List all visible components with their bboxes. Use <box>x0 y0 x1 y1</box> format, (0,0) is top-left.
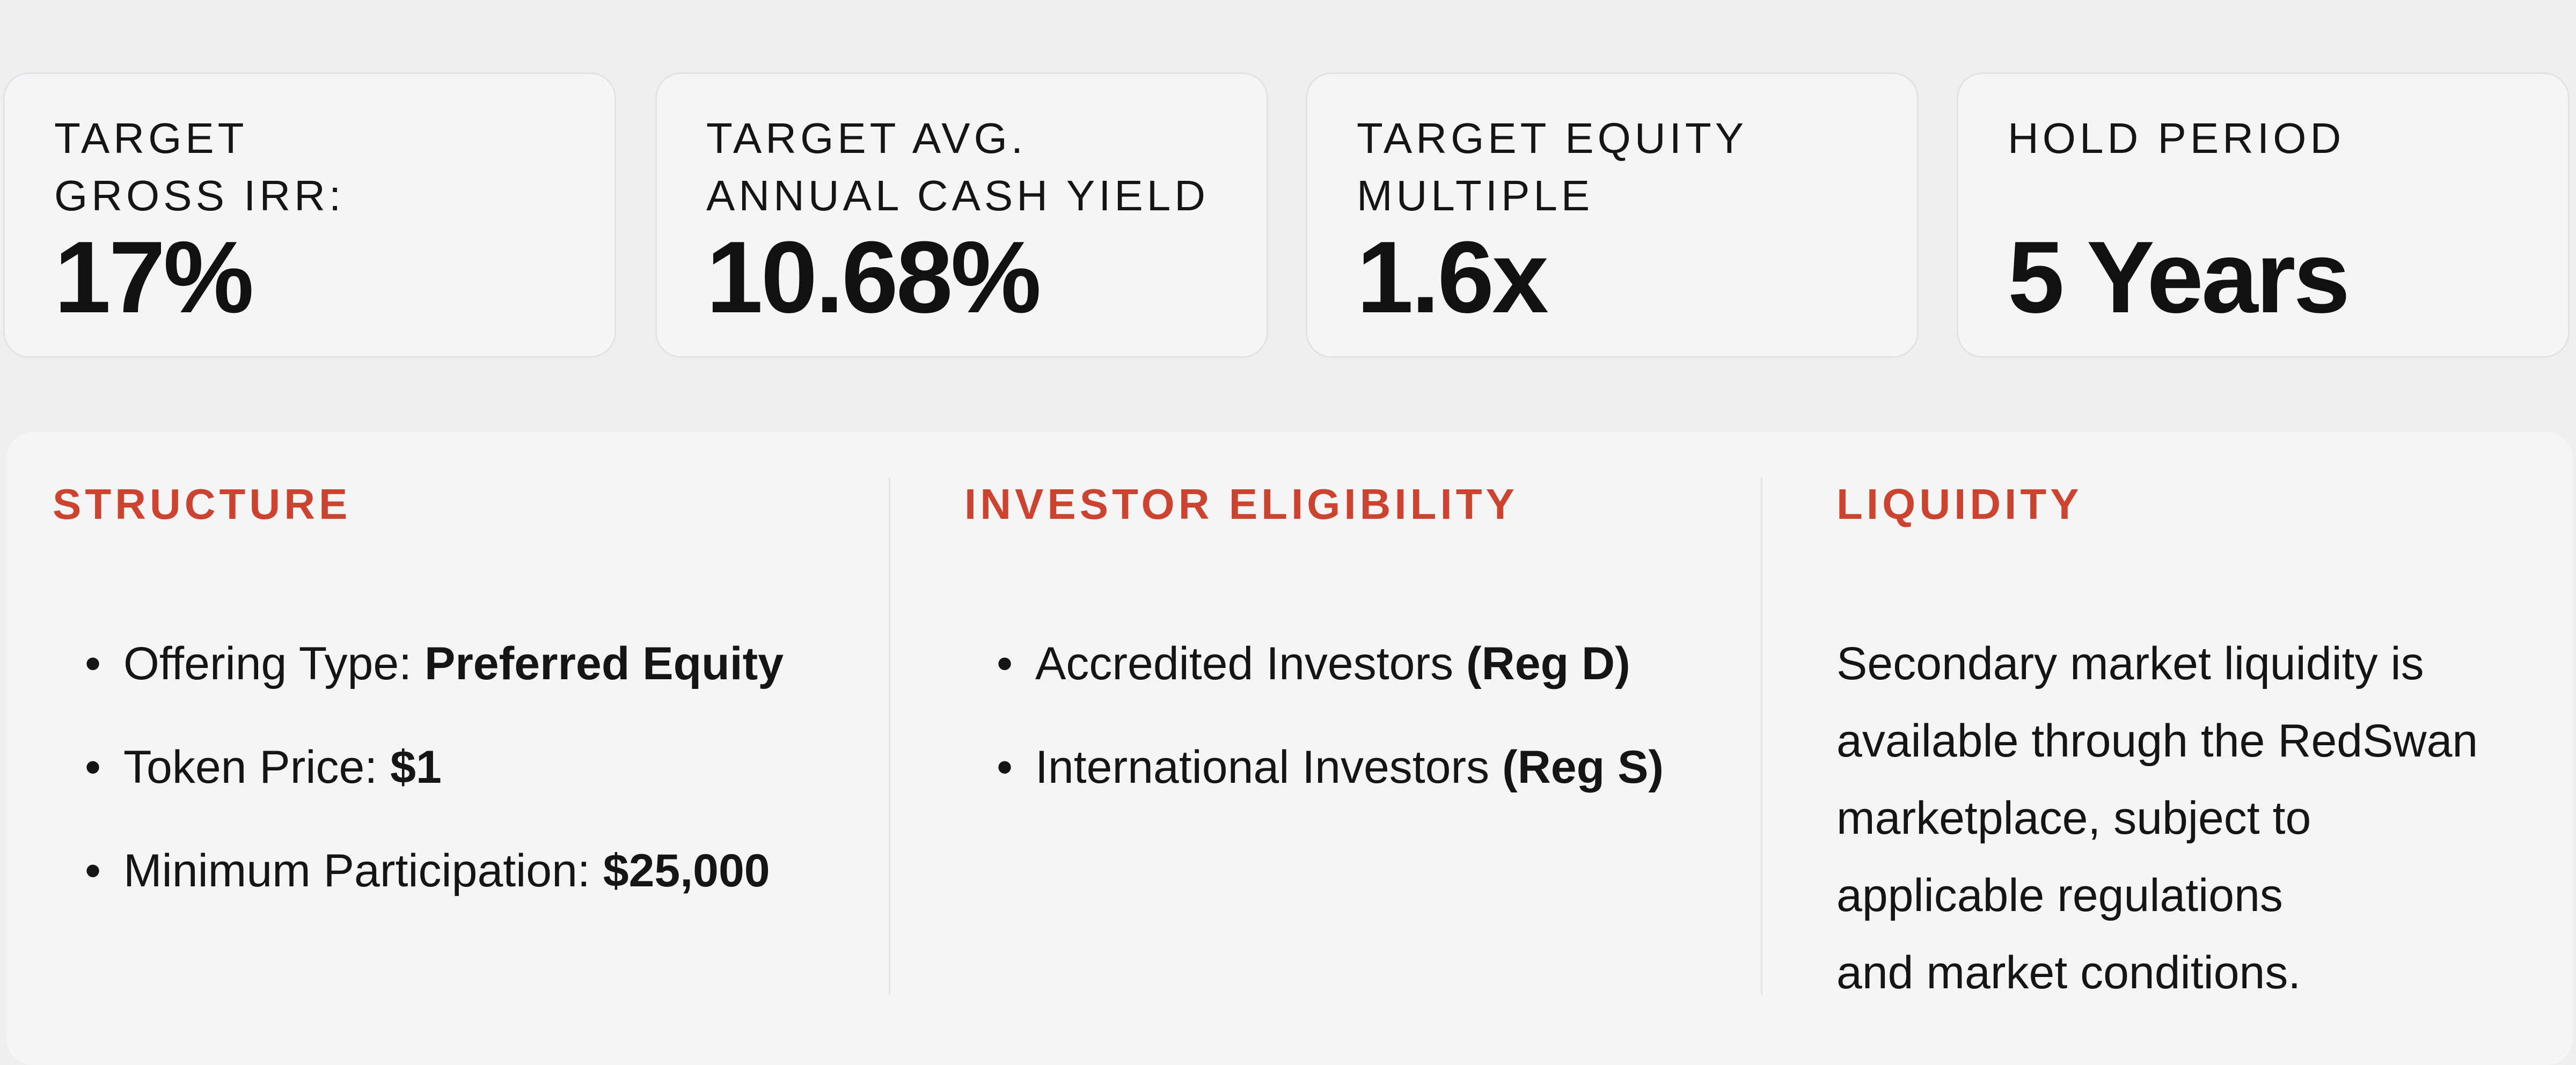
bullet-dot: • <box>997 638 1013 689</box>
item-label: Offering Type: <box>123 638 412 689</box>
bullet-item: • Minimum Participation: $25,000 <box>85 841 770 900</box>
metric-label: TARGET EQUITY <box>1357 114 1748 162</box>
metric-value: 5 Years <box>2008 221 2350 334</box>
item-value: (Reg S) <box>1502 741 1664 793</box>
liquidity-text: Secondary market liquidity is <box>1836 638 2424 689</box>
item-label: International Investors <box>1035 741 1490 793</box>
section-heading: STRUCTURE <box>53 480 352 528</box>
metric-card: HOLD PERIOD 5 Years <box>1957 72 2570 358</box>
item-value: $25,000 <box>603 845 770 897</box>
metric-card: TARGET GROSS IRR: 17% <box>3 72 616 358</box>
metric-label: TARGET AVG. <box>706 114 1027 162</box>
bullet-dot: • <box>85 845 101 897</box>
section-heading: LIQUIDITY <box>1836 480 2083 528</box>
liquidity-text: applicable regulations <box>1836 870 2283 921</box>
bullet-dot: • <box>85 638 101 689</box>
metric-value: 1.6x <box>1357 221 1549 334</box>
bullet-dot: • <box>85 741 101 793</box>
section-heading: INVESTOR ELIGIBILITY <box>964 480 1518 528</box>
bullet-item: • International Investors (Reg S) <box>997 738 1664 797</box>
item-value: $1 <box>390 741 442 793</box>
terms-panel <box>6 432 2573 1065</box>
bullet-dot: • <box>997 741 1013 793</box>
metric-card: TARGET AVG. ANNUAL CASH YIELD 10.68% <box>655 72 1268 358</box>
item-label: Minimum Participation: <box>123 845 590 897</box>
column-divider <box>1761 478 1762 995</box>
metric-card: TARGET EQUITY MULTIPLE 1.6x <box>1306 72 1919 358</box>
metric-label: GROSS IRR: <box>54 172 345 219</box>
metric-label: ANNUAL CASH YIELD <box>706 172 1210 219</box>
bullet-item: • Token Price: $1 <box>85 738 442 797</box>
liquidity-text: and market conditions. <box>1836 947 2301 998</box>
metric-label: TARGET <box>54 114 248 162</box>
bullet-item: • Offering Type: Preferred Equity <box>85 634 784 693</box>
liquidity-text: available through the RedSwan <box>1836 715 2478 767</box>
metric-value: 17% <box>54 221 254 334</box>
metric-label: HOLD PERIOD <box>2008 114 2345 162</box>
metric-label: MULTIPLE <box>1357 172 1594 219</box>
item-label: Accredited Investors <box>1035 638 1454 689</box>
column-divider <box>889 478 890 995</box>
metric-value: 10.68% <box>706 221 1041 334</box>
bullet-item: • Accredited Investors (Reg D) <box>997 634 1630 693</box>
item-value: Preferred Equity <box>424 638 784 689</box>
item-label: Token Price: <box>123 741 378 793</box>
liquidity-text: marketplace, subject to <box>1836 792 2311 844</box>
item-value: (Reg D) <box>1466 638 1630 689</box>
